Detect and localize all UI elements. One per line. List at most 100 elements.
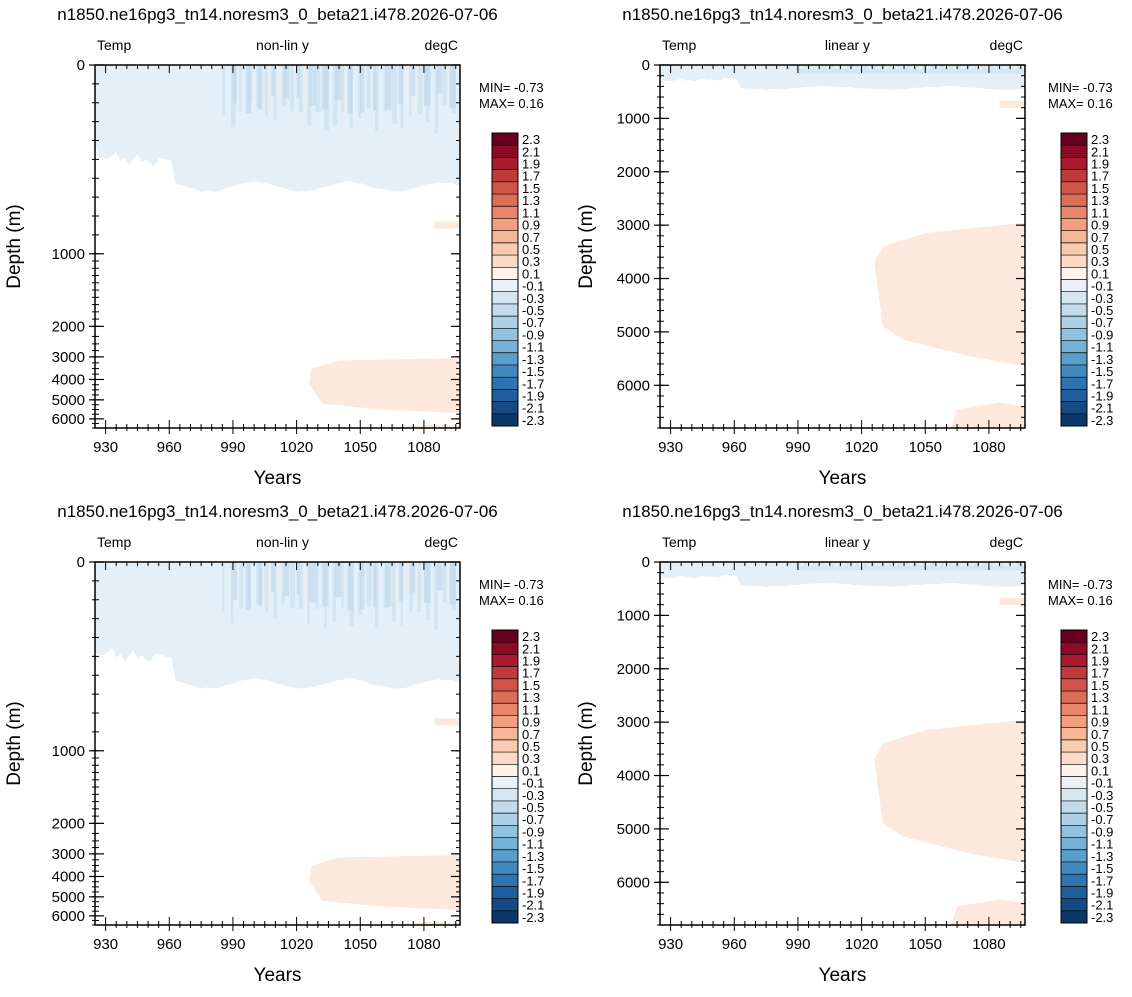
max-value-label: MAX= 0.16 [479, 96, 544, 111]
negative-anomaly-streak [812, 65, 816, 69]
y-tick-label: 4000 [52, 371, 85, 388]
colorbar-label: 0.3 [1091, 751, 1109, 766]
negative-anomaly-streak [829, 65, 835, 70]
negative-anomaly-streak [264, 562, 269, 613]
colorbar-label: 0.1 [522, 763, 540, 778]
colorbar-label: -1.1 [1091, 837, 1113, 852]
negative-anomaly-streak [298, 562, 303, 609]
negative-anomaly-streak [982, 562, 988, 567]
colorbar-swatch [492, 206, 518, 219]
colorbar-label: -0.5 [1091, 303, 1113, 318]
positive-anomaly-spot [999, 598, 1025, 606]
colorbar-label: -2.1 [1091, 898, 1113, 913]
negative-anomaly-streak [897, 65, 901, 71]
colorbar-label: 1.5 [1091, 678, 1109, 693]
colorbar-swatch [1061, 157, 1087, 171]
positive-anomaly-spot [434, 718, 460, 726]
negative-anomaly-streak [940, 562, 944, 568]
colorbar-label: -0.7 [522, 315, 544, 330]
colorbar-label: 2.1 [1091, 641, 1109, 656]
negative-anomaly-streak [332, 562, 336, 622]
colorbar-swatch [1061, 703, 1087, 716]
y-tick-label: 0 [77, 554, 85, 571]
colorbar-label: -0.3 [522, 788, 544, 803]
colorbar-label: 2.3 [522, 132, 540, 147]
positive-anomaly-patch [390, 921, 460, 925]
colorbar-label: 1.7 [522, 666, 540, 681]
negative-anomaly-streak [315, 562, 319, 610]
colorbar-swatch [1061, 377, 1087, 390]
negative-anomaly-streak [264, 65, 268, 116]
negative-anomaly-streak [290, 65, 294, 112]
x-tick-label: 1080 [407, 936, 440, 953]
chart-panel-3: n1850.ne16pg3_tn14.noresm3_0_beta21.i478… [4, 502, 544, 986]
x-axis-label: Years [254, 965, 302, 986]
y-tick-label: 3000 [52, 846, 85, 863]
colorbar-label: -1.3 [1091, 352, 1113, 367]
y-axis-label: Depth (m) [576, 701, 597, 785]
colorbar-label: 2.3 [1091, 629, 1109, 644]
y-tick-label: 3000 [617, 714, 650, 731]
colorbar-swatch [1061, 910, 1087, 924]
colorbar-swatch [1061, 630, 1087, 643]
negative-anomaly-streak [443, 562, 447, 603]
negative-anomaly-streak [846, 65, 851, 69]
units-label: degC [425, 37, 458, 53]
negative-anomaly-streak [974, 562, 979, 567]
colorbar-label: -1.1 [1091, 340, 1113, 355]
colorbar-label: 2.3 [1091, 132, 1109, 147]
negative-anomaly-streak [872, 65, 877, 71]
negative-anomaly-core [334, 65, 342, 101]
colorbar-swatch [492, 352, 518, 366]
colorbar-label: 0.7 [522, 727, 540, 742]
colorbar-swatch [1061, 181, 1087, 195]
colorbar-swatch [1061, 291, 1087, 305]
colorbar-label: -0.3 [1091, 291, 1113, 306]
negative-anomaly-core [258, 562, 263, 607]
negative-anomaly-streak [230, 562, 234, 625]
colorbar-swatch [1061, 279, 1087, 293]
x-tick-label: 1050 [909, 439, 942, 456]
negative-anomaly-streak [889, 65, 893, 71]
colorbar-swatch [492, 654, 518, 668]
colorbar-label: 1.7 [1091, 169, 1109, 184]
positive-anomaly-region [309, 855, 460, 911]
units-label: degC [990, 534, 1023, 550]
chart-title: n1850.ne16pg3_tn14.noresm3_0_beta21.i478… [57, 502, 498, 521]
positive-anomaly-region [874, 222, 1025, 367]
x-tick-label: 990 [785, 936, 810, 953]
colorbar-swatch [1061, 389, 1087, 402]
colorbar-label: -0.9 [522, 327, 544, 342]
negative-anomaly-core [797, 566, 1025, 571]
y-tick-label: 1000 [617, 110, 650, 127]
colorbar-swatch [1061, 837, 1087, 851]
colorbar-label: 1.3 [1091, 193, 1109, 208]
colorbar-swatch [1061, 133, 1087, 146]
colorbar-label: -1.5 [522, 861, 544, 876]
negative-anomaly-core [411, 562, 416, 593]
colorbar-label: -1.9 [522, 388, 544, 403]
y-tick-label: 4000 [52, 868, 85, 885]
colorbar-label: -0.9 [522, 824, 544, 839]
y-axis-label: Depth (m) [576, 204, 597, 288]
colorbar-label: 1.9 [522, 654, 540, 669]
colorbar-label: -0.3 [522, 291, 544, 306]
colorbar-swatch [492, 642, 518, 655]
x-tick-label: 990 [220, 439, 245, 456]
negative-anomaly-core [436, 65, 443, 94]
colorbar-label: -0.1 [1091, 279, 1113, 294]
y-tick-label: 1000 [52, 246, 85, 263]
colorbar-swatch [1061, 218, 1087, 232]
negative-anomaly-streak [906, 65, 910, 69]
colorbar-label: -1.1 [522, 340, 544, 355]
colorbar-swatch [492, 703, 518, 716]
negative-anomaly-streak [341, 65, 345, 112]
negative-anomaly-streak [906, 562, 910, 566]
positive-anomaly-region [874, 719, 1025, 864]
colorbar-swatch [1061, 328, 1087, 341]
colorbar-swatch [1061, 145, 1087, 158]
colorbar-label: -0.3 [1091, 788, 1113, 803]
colorbar-swatch [492, 715, 518, 729]
negative-anomaly-core [360, 65, 365, 113]
colorbar-label: 2.3 [522, 629, 540, 644]
